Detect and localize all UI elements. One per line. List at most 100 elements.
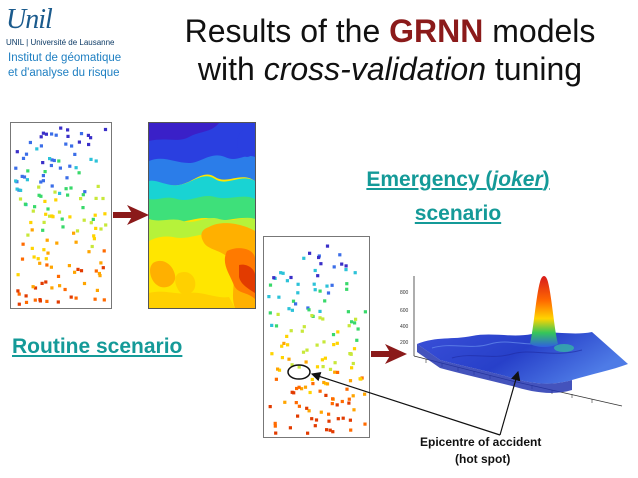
emergency-scenario-heading-line2: scenario xyxy=(414,202,502,225)
scatter-marker xyxy=(57,159,61,163)
scatter-marker xyxy=(328,367,333,371)
scatter-marker xyxy=(44,257,48,261)
scatter-marker xyxy=(321,365,325,369)
scatter-marker xyxy=(92,234,96,238)
scatter-marker xyxy=(349,428,353,432)
scatter-marker xyxy=(296,414,300,418)
scatter-marker xyxy=(287,357,291,361)
scatter-marker xyxy=(82,218,86,222)
title-text: Results of the xyxy=(184,13,390,49)
scatter-marker xyxy=(57,210,62,214)
scatter-marker xyxy=(50,184,54,188)
scatter-marker xyxy=(313,288,317,292)
scatter-marker xyxy=(69,295,73,299)
scatter-marker xyxy=(347,401,351,405)
scatter-marker xyxy=(306,431,310,435)
scatter-marker xyxy=(94,226,98,230)
scatter-marker xyxy=(35,147,39,151)
scatter-marker xyxy=(26,169,30,173)
scatter-marker xyxy=(20,257,25,261)
university-name: UNIL | Université de Lausanne xyxy=(6,38,115,47)
scatter-marker xyxy=(82,281,87,286)
scatter-marker xyxy=(354,317,358,321)
scatter-marker xyxy=(17,188,21,192)
scatter-marker xyxy=(25,178,29,182)
scatter-marker xyxy=(363,422,367,426)
scatter-marker xyxy=(52,158,56,163)
scatter-marker xyxy=(325,428,329,432)
scatter-marker xyxy=(279,271,283,275)
scatter-marker xyxy=(31,285,35,289)
scatter-marker xyxy=(59,126,63,130)
scatter-marker xyxy=(83,190,87,194)
scatter-marker xyxy=(31,209,35,213)
surface-z-tick: 800 xyxy=(400,290,409,296)
scatter-marker xyxy=(66,134,70,138)
scatter-marker xyxy=(48,157,52,161)
scatter-marker xyxy=(276,312,280,316)
scatter-marker xyxy=(41,161,45,165)
scatter-marker xyxy=(344,268,348,272)
scatter-marker xyxy=(44,132,48,136)
arrow-right-icon xyxy=(113,205,149,225)
scatter-marker xyxy=(356,327,360,331)
title-line2: with cross-validation tuning xyxy=(150,50,630,88)
epicentre-label-sub: (hot spot) xyxy=(455,452,511,466)
scatter-marker xyxy=(22,175,27,179)
scatter-marker xyxy=(325,244,330,248)
scatter-marker xyxy=(289,329,293,333)
scatter-marker xyxy=(274,431,278,435)
scatter-marker xyxy=(345,282,349,286)
scatter-marker xyxy=(102,249,106,253)
scatter-marker xyxy=(94,196,98,200)
scatter-marker xyxy=(270,352,274,356)
scatter-marker xyxy=(65,176,69,180)
scatter-marker xyxy=(297,404,301,408)
scatter-marker xyxy=(272,276,276,280)
scatter-marker xyxy=(89,136,93,140)
scatter-marker xyxy=(288,426,292,430)
scatter-marker xyxy=(268,283,273,287)
scatter-marker xyxy=(328,428,332,432)
scatter-marker xyxy=(37,193,41,197)
scatter-marker xyxy=(29,220,33,225)
scatter-marker xyxy=(66,128,70,132)
scatter-marker xyxy=(330,402,334,406)
scatter-marker xyxy=(325,284,329,288)
scatter-marker xyxy=(68,164,72,168)
scatter-marker xyxy=(102,298,106,302)
scatter-marker xyxy=(305,406,309,410)
scatter-marker xyxy=(74,166,78,170)
scatter-marker xyxy=(350,320,354,324)
scatter-marker xyxy=(333,370,337,374)
scatter-marker xyxy=(318,389,322,393)
scatter-marker xyxy=(49,163,53,168)
scatter-marker xyxy=(61,225,65,229)
scatter-marker xyxy=(72,231,76,235)
scatter-marker xyxy=(340,399,344,404)
scatter-marker xyxy=(43,199,47,203)
scatter-marker xyxy=(99,227,103,231)
scatter-marker xyxy=(44,212,48,216)
scatter-marker xyxy=(16,289,20,293)
scatter-marker xyxy=(332,265,336,269)
scatter-marker xyxy=(327,412,331,416)
scatter-marker xyxy=(351,361,355,366)
scatter-marker xyxy=(101,266,105,270)
scatter-marker xyxy=(350,366,354,370)
scatter-marker xyxy=(33,298,37,302)
heading-italic: joker xyxy=(492,168,543,191)
scatter-marker xyxy=(81,206,85,210)
scatter-marker xyxy=(101,196,105,201)
scatter-marker xyxy=(36,257,40,261)
scatter-marker xyxy=(23,202,27,206)
scatter-marker xyxy=(351,394,355,398)
scatter-marker xyxy=(44,280,48,284)
surface-bump xyxy=(554,344,574,352)
scatter-marker xyxy=(46,251,50,255)
emergency-scenario-heading: Emergency (joker) xyxy=(343,168,573,192)
scatter-marker xyxy=(310,314,314,318)
scatter-marker xyxy=(268,311,272,315)
scatter-marker xyxy=(32,255,36,259)
title-line1: Results of the GRNN models xyxy=(150,12,630,50)
